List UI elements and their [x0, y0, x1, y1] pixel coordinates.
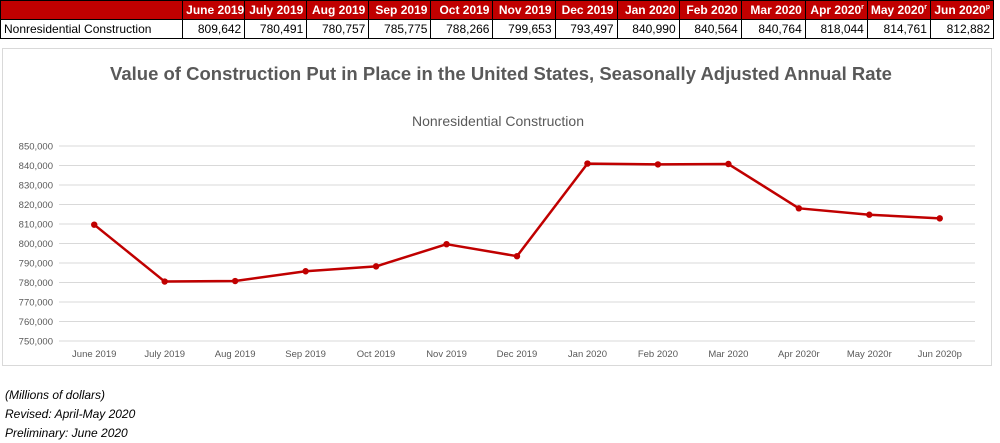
x-tick-label: Oct 2019 [357, 349, 396, 360]
month-label: Mar 2020 [750, 3, 802, 17]
y-tick-label: 810,000 [19, 220, 53, 231]
line-chart: 750,000 760,000 770,000 780,000 790,000 800,0… [19, 142, 975, 360]
month-label: Oct 2019 [439, 3, 490, 17]
data-point [231, 277, 239, 285]
chart-container: 750,000 760,000 770,000 780,000 790,000 800,0… [2, 48, 992, 366]
x-tick-label: Mar 2020 [708, 349, 748, 360]
series-line [93, 162, 940, 283]
y-tick-label: 800,000 [19, 239, 53, 250]
note-preliminary: Preliminary: June 2020 [5, 426, 128, 440]
table-value-cell: 809,642 [182, 19, 246, 39]
y-tick-label: 750,000 [19, 337, 53, 348]
month-label: July 2019 [249, 3, 304, 17]
y-tick-label: 790,000 [19, 259, 53, 270]
table-header-cell: July 2019 [244, 0, 308, 20]
table-value-cell: 780,757 [306, 19, 370, 39]
x-tick-label: Nov 2019 [426, 349, 467, 360]
table-header-cell: May 2020r [866, 0, 931, 20]
x-tick-label: Feb 2020 [638, 349, 678, 360]
data-point [795, 205, 803, 212]
data-point [513, 252, 521, 260]
month-label: May 2020 [870, 3, 925, 17]
month-label: Nov 2019 [498, 3, 552, 17]
y-tick-label: 830,000 [19, 181, 53, 192]
table-value-cell: 793,497 [554, 19, 618, 39]
table-value-cell: 814,761 [866, 19, 931, 39]
x-tick-label: Jan 2020 [568, 349, 607, 360]
data-point [584, 160, 591, 167]
table-corner-cell [0, 0, 184, 20]
table-value-cell: 799,653 [492, 19, 556, 39]
note-revised: Revised: April-May 2020 [5, 407, 136, 421]
data-point [161, 278, 168, 285]
table-header-cell: Oct 2019 [430, 0, 494, 20]
table-header-cell: June 2019 [182, 0, 246, 20]
x-tick-label: July 2019 [144, 349, 185, 360]
month-label: June 2019 [186, 3, 245, 17]
data-point [725, 160, 732, 168]
data-table: June 2019 July 2019 Aug 2019 Sep 2019 Oct 20… [0, 0, 995, 39]
notes: (Millions of dollars) Revised: April-May… [5, 386, 135, 443]
month-label: Jun 2020 [934, 3, 986, 17]
table-header-cell: Apr 2020r [804, 0, 868, 20]
y-tick-label: 760,000 [19, 317, 53, 328]
table-value-cell: 812,882 [929, 19, 995, 39]
data-point [302, 268, 309, 275]
table-header-cell: Sep 2019 [368, 0, 432, 20]
status-superscript: p [985, 4, 990, 11]
table-header-cell: Aug 2019 [306, 0, 370, 20]
data-point [443, 240, 450, 248]
note-units: (Millions of dollars) [5, 388, 106, 402]
month-label: Dec 2019 [561, 3, 614, 17]
x-tick-label: Dec 2019 [497, 349, 538, 360]
month-label: Apr 2020 [810, 3, 862, 17]
y-tick-label: 770,000 [19, 298, 53, 309]
table-header-cell: Feb 2020 [678, 0, 742, 20]
table-header-cell: Jan 2020 [616, 0, 680, 20]
data-point [91, 221, 98, 228]
table-row-label: Nonresidential Construction [0, 19, 184, 39]
x-tick-label: Sep 2019 [285, 349, 326, 360]
table-value-cell: 840,764 [740, 19, 806, 39]
x-tick-label: Apr 2020r [778, 349, 820, 360]
x-tick-label: Aug 2019 [215, 349, 256, 360]
table-header-cell: Nov 2019 [492, 0, 556, 20]
table-header-cell: Jun 2020p [929, 0, 995, 20]
data-point [372, 263, 380, 270]
x-tick-label: June 2019 [72, 349, 116, 360]
table-value-cell: 840,990 [616, 19, 680, 39]
table-value-cell: 840,564 [678, 19, 742, 39]
month-label: Aug 2019 [312, 3, 366, 17]
chart-title: Value of Construction Put in Place in th… [110, 63, 892, 84]
chart-subtitle: Nonresidential Construction [412, 113, 584, 129]
table-value-cell: 788,266 [430, 19, 494, 39]
table-row: Nonresidential Construction 809,642 780,4… [0, 19, 995, 39]
month-label: Sep 2019 [375, 3, 428, 17]
x-tick-label: Jun 2020p [918, 349, 962, 360]
status-superscript: r [861, 4, 864, 11]
table-header-cell: Mar 2020 [740, 0, 806, 20]
y-tick-label: 850,000 [19, 142, 53, 153]
table-header-cell: Dec 2019 [554, 0, 618, 20]
x-tick-label: May 2020r [847, 349, 892, 360]
data-point [936, 215, 943, 222]
month-label: Jan 2020 [624, 3, 676, 17]
y-tick-label: 820,000 [19, 200, 53, 211]
table-value-cell: 785,775 [368, 19, 432, 39]
table-header-row: June 2019 July 2019 Aug 2019 Sep 2019 Oct 20… [0, 0, 995, 20]
month-label: Feb 2020 [686, 3, 738, 17]
table-value-cell: 780,491 [244, 19, 308, 39]
status-superscript: r [924, 4, 927, 11]
y-tick-label: 780,000 [19, 278, 53, 289]
y-tick-label: 840,000 [19, 161, 53, 172]
data-point [866, 211, 873, 218]
table-value-cell: 818,044 [804, 19, 868, 39]
data-point [654, 161, 662, 168]
